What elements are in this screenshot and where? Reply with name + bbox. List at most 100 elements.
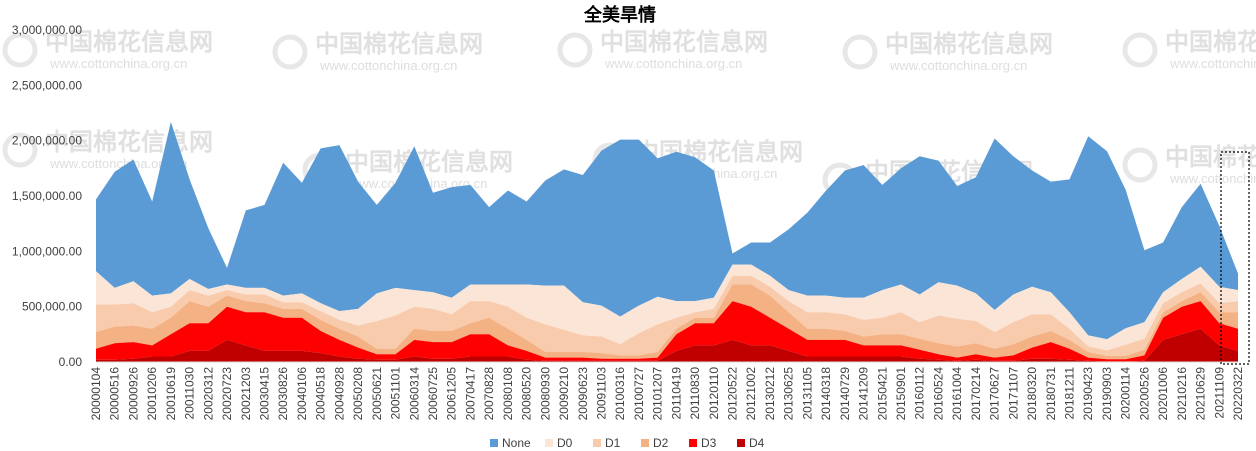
- svg-text:中国棉花信息网: 中国棉花信息网: [45, 128, 213, 156]
- legend-swatch: [689, 439, 697, 447]
- x-tick-label: 20021203: [239, 367, 253, 421]
- x-tick-label: 20220322: [1231, 367, 1245, 421]
- y-axis: 0.00 500,000.00 1,000,000.00 1,500,000.00 2,…: [12, 23, 82, 369]
- x-tick-label: 20201006: [1156, 367, 1170, 421]
- x-tick-label: 20130625: [782, 367, 796, 421]
- svg-text:www.cottonchina.org.cn: www.cottonchina.org.cn: [604, 56, 742, 71]
- x-tick-label: 20000516: [108, 367, 122, 421]
- x-axis: 20000104 20000516 20000926 20010206 20010619…: [89, 367, 1245, 421]
- x-tick-label: 20210629: [1194, 367, 1208, 421]
- x-tick-label: 20050621: [370, 367, 384, 421]
- x-tick-label: 20051101: [389, 367, 403, 420]
- y-tick-label: 1,500,000.00: [12, 189, 82, 203]
- x-tick-label: 20080520: [520, 367, 534, 421]
- x-tick-label: 20170627: [988, 367, 1002, 421]
- legend-swatch: [641, 439, 649, 447]
- svg-text:www.cottonchina.org.cn: www.cottonchina.org.cn: [889, 58, 1027, 73]
- x-tick-label: 20130212: [763, 367, 777, 421]
- legend-swatch: [737, 439, 745, 447]
- svg-text:中国棉花信息网: 中国棉花信息网: [1165, 28, 1256, 56]
- svg-text:中国棉花信息网: 中国棉花信息网: [345, 148, 513, 176]
- x-tick-label: 20011030: [183, 367, 197, 420]
- legend: None D0 D1 D2 D3 D4: [490, 436, 765, 450]
- legend-item-d4: D4: [737, 436, 765, 450]
- legend-item-none: None: [490, 436, 531, 450]
- x-tick-label: 20050208: [351, 367, 365, 421]
- y-tick-label: 2,500,000.00: [12, 78, 82, 92]
- plot-area: [96, 121, 1238, 363]
- x-tick-label: 20090623: [576, 367, 590, 421]
- x-tick-label: 20030415: [258, 367, 272, 421]
- x-tick-label: 20040518: [314, 367, 328, 421]
- svg-text:中国棉花信息网: 中国棉花信息网: [315, 30, 483, 58]
- y-tick-label: 500,000.00: [22, 300, 82, 314]
- legend-label: D1: [605, 436, 621, 450]
- legend-swatch: [545, 439, 553, 447]
- x-tick-label: 20180731: [1044, 367, 1058, 421]
- chart-title: 全美旱情: [583, 4, 656, 26]
- x-tick-label: 20110830: [688, 367, 702, 420]
- x-tick-label: 20100316: [613, 367, 627, 421]
- x-tick-label: 20020312: [201, 367, 215, 421]
- x-tick-label: 20090210: [557, 367, 571, 421]
- x-tick-label: 20140729: [838, 367, 852, 421]
- x-tick-label: 20080930: [538, 367, 552, 421]
- svg-text:www.cottonchina.org.cn: www.cottonchina.org.cn: [49, 56, 187, 71]
- x-tick-label: 20141209: [857, 367, 871, 421]
- x-tick-label: 20150901: [894, 367, 908, 421]
- y-tick-label: 0.00: [59, 355, 83, 369]
- x-tick-label: 20070828: [482, 367, 496, 421]
- x-tick-label: 20000104: [89, 367, 103, 421]
- x-tick-label: 20200114: [1119, 367, 1133, 420]
- highlight-box: [1220, 151, 1250, 365]
- x-tick-label: 20080108: [501, 367, 515, 421]
- legend-label: D3: [701, 436, 717, 450]
- x-tick-label: 20120110: [707, 367, 721, 420]
- x-tick-label: 20010206: [145, 367, 159, 421]
- legend-label: D2: [653, 436, 669, 450]
- svg-text:中国棉花信息网: 中国棉花信息网: [600, 28, 768, 56]
- svg-text:www.cottonchina.org.cn: www.cottonchina.org.cn: [1169, 171, 1256, 186]
- svg-text:中国棉花信息网: 中国棉花信息网: [45, 28, 213, 56]
- x-tick-label: 20160524: [932, 367, 946, 421]
- legend-label: D4: [749, 436, 765, 450]
- svg-text:www.cottonchina.org.cn: www.cottonchina.org.cn: [319, 58, 457, 73]
- series-area-none: [96, 121, 1238, 340]
- x-tick-label: 20150421: [875, 367, 889, 421]
- legend-item-d1: D1: [593, 436, 621, 450]
- x-tick-label: 20140318: [819, 367, 833, 421]
- series-area-d4: [96, 328, 1238, 362]
- x-tick-label: 20000926: [126, 367, 140, 421]
- series-area-d1: [96, 275, 1238, 356]
- x-tick-label: 20171107: [1006, 367, 1020, 420]
- x-tick-label: 20040106: [295, 367, 309, 421]
- legend-item-d0: D0: [545, 436, 573, 450]
- x-tick-label: 20061205: [445, 367, 459, 421]
- legend-item-d3: D3: [689, 436, 717, 450]
- series-area-d0: [96, 264, 1238, 351]
- x-tick-label: 20101207: [651, 367, 665, 421]
- x-tick-label: 20161004: [950, 367, 964, 421]
- x-tick-label: 20030826: [276, 367, 290, 421]
- x-tick-label: 20121002: [744, 367, 758, 421]
- legend-swatch: [490, 439, 498, 447]
- x-tick-label: 20180320: [1025, 367, 1039, 421]
- x-tick-label: 20190423: [1081, 367, 1095, 421]
- series-area-d3: [96, 301, 1238, 362]
- svg-text:中国棉花信息网: 中国棉花信息网: [885, 30, 1053, 58]
- legend-label: D0: [557, 436, 573, 450]
- y-tick-label: 3,000,000.00: [12, 23, 82, 37]
- legend-swatch: [593, 439, 601, 447]
- y-tick-label: 1,000,000.00: [12, 244, 82, 258]
- x-tick-label: 20091103: [595, 367, 609, 420]
- x-tick-label: 20010619: [164, 367, 178, 421]
